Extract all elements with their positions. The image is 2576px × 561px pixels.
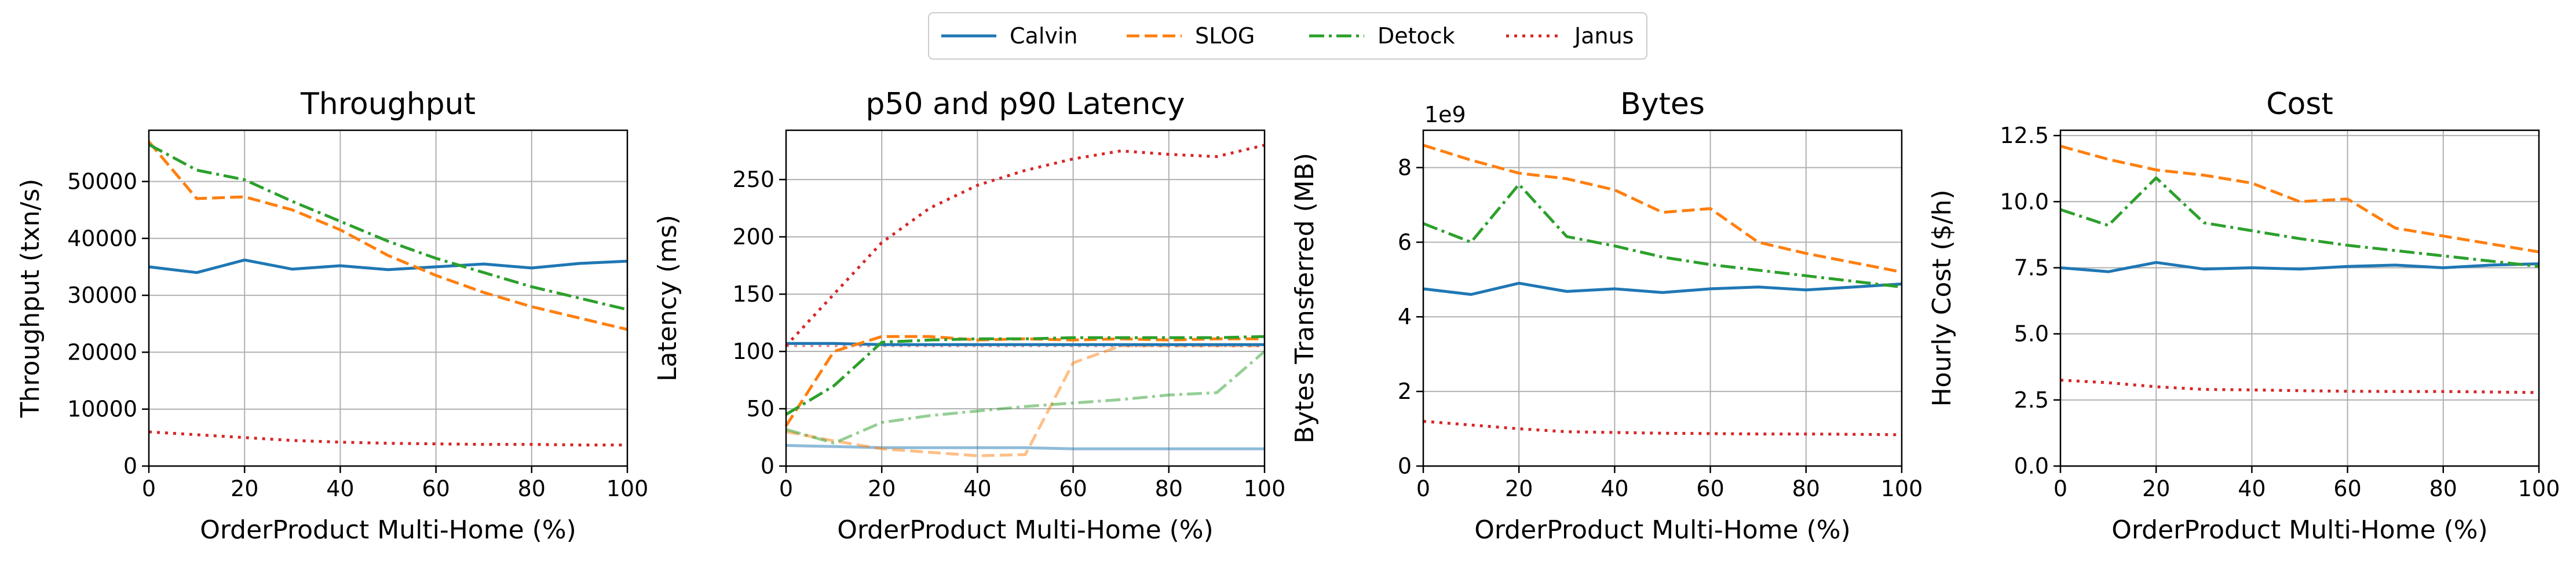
y-tick-label: 10000 (67, 397, 137, 422)
series-line-slog (148, 141, 628, 331)
legend-item-slog: SLOG (1127, 23, 1255, 49)
legend-label-calvin: Calvin (1010, 23, 1078, 49)
y-offset-text: 1e9 (1424, 102, 1466, 127)
plot-frame (1422, 129, 1903, 467)
y-tick-label: 50 (747, 396, 774, 421)
plot-frame (2059, 129, 2540, 467)
x-tick-label: 80 (518, 476, 546, 501)
x-tick-label: 20 (868, 476, 896, 501)
series-line-janus (785, 144, 1265, 347)
x-tick-label: 60 (1059, 476, 1087, 501)
y-tick-label: 0 (1398, 453, 1412, 479)
x-tick-label: 80 (1155, 476, 1183, 501)
x-axis-label: OrderProduct Multi-Home (%) (837, 515, 1214, 545)
y-axis-label: Bytes Transferred (MB) (1290, 153, 1320, 443)
y-tick-label: 0 (761, 453, 774, 479)
x-tick-label: 40 (326, 476, 354, 501)
series-line-detock (1423, 182, 1902, 289)
series-line-detock (148, 143, 628, 311)
x-tick-label: 100 (2518, 476, 2560, 501)
legend-item-calvin: Calvin (941, 23, 1078, 49)
x-tick-label: 40 (963, 476, 991, 501)
series-line-janus (2060, 379, 2540, 394)
y-tick-label: 100 (732, 339, 774, 364)
y-tick-label: 0.0 (2014, 453, 2049, 479)
y-tick-label: 20000 (67, 339, 137, 365)
legend-item-janus: Janus (1506, 23, 1634, 49)
y-tick-label: 30000 (67, 283, 137, 308)
chart-panel-throughput: 0 20 40 60 80 100 0 10000 20000 30000 40000 50000 Th… (16, 87, 648, 545)
x-tick-label: 60 (1696, 476, 1724, 501)
y-tick-label: 4 (1398, 304, 1412, 329)
legend-label-janus: Janus (1573, 23, 1634, 49)
x-tick-label: 60 (422, 476, 450, 501)
series-line-calvin (2060, 261, 2540, 273)
x-tick-label: 0 (779, 476, 793, 501)
y-tick-label: 2 (1398, 379, 1412, 404)
series-line-detock (2060, 176, 2540, 268)
y-tick-label: 12.5 (2000, 123, 2049, 148)
chart-panel-p50-and-p90-latency: 0 20 40 60 80 100 0 50 100 150 200 250 p50 and p90 L… (653, 87, 1285, 545)
y-tick-label: 8 (1398, 155, 1412, 180)
y-axis-label: Latency (ms) (653, 215, 682, 382)
legend-label-slog: SLOG (1195, 23, 1255, 49)
legend-label-detock: Detock (1377, 23, 1455, 49)
series-line-calvin (1423, 281, 1902, 296)
chart-panels: 0 20 40 60 80 10001000020000300004000050000Th… (16, 87, 2560, 545)
series-line-calvin (148, 258, 628, 274)
y-tick-label: 150 (732, 281, 774, 307)
y-tick-label: 5.0 (2014, 321, 2049, 347)
x-tick-label: 60 (2333, 476, 2361, 501)
plot-frame (785, 129, 1266, 467)
y-tick-label: 2.5 (2014, 387, 2049, 413)
legend-item-detock: Detock (1309, 23, 1455, 49)
chart-title: Cost (2266, 87, 2333, 122)
y-tick-label: 250 (732, 167, 774, 192)
x-tick-label: 40 (2238, 476, 2266, 501)
x-tick-label: 0 (1416, 476, 1430, 501)
series-line-janus (148, 430, 627, 447)
y-tick-label: 200 (732, 224, 774, 250)
y-tick-label: 7.5 (2014, 255, 2049, 280)
y-tick-label: 6 (1398, 229, 1412, 255)
x-tick-label: 40 (1601, 476, 1628, 501)
y-tick-label: 10.0 (2000, 189, 2049, 214)
x-tick-label: 20 (231, 476, 258, 501)
chart-title: Bytes (1620, 87, 1705, 122)
series-line-slog (1423, 144, 1902, 274)
y-tick-label: 40000 (67, 226, 137, 251)
series-line-detock (785, 335, 1265, 416)
y-axis-label: Hourly Cost ($/h) (1927, 189, 1957, 406)
series-line-calvin (786, 342, 1265, 346)
chart-title: Throughput (300, 87, 476, 122)
series-line-detock-p50 (785, 350, 1266, 445)
x-tick-label: 100 (1881, 476, 1923, 501)
x-tick-label: 80 (1792, 476, 1820, 501)
x-tick-label: 20 (1505, 476, 1533, 501)
chart-panel-cost: 0 20 40 60 80 100 0.0 2.5 5.0 7.5 10.0 12.5 Cost Orde… (1927, 87, 2560, 545)
x-axis-label: OrderProduct Multi-Home (%) (200, 515, 576, 545)
x-tick-label: 100 (606, 476, 649, 501)
y-tick-label: 0 (123, 453, 137, 479)
x-axis-label: OrderProduct Multi-Home (%) (2111, 515, 2488, 545)
series-line-janus (1423, 420, 1902, 437)
y-axis-label: Throughput (txn/s) (16, 179, 45, 419)
chart-title: p50 and p90 Latency (865, 87, 1185, 122)
legend: Calvin SLOG Detock Janus (928, 12, 1647, 60)
y-tick-label: 50000 (67, 168, 137, 194)
x-tick-label: 0 (142, 476, 156, 501)
x-tick-label: 100 (1244, 476, 1286, 501)
x-axis-label: OrderProduct Multi-Home (%) (1474, 515, 1851, 545)
plot-frame (148, 129, 629, 467)
series-line-slog (2060, 144, 2540, 254)
x-tick-label: 80 (2429, 476, 2457, 501)
chart-panel-bytes: 0 20 40 60 80 100 0 2 4 6 8 1e9 Bytes OrderProduct Mu… (1290, 87, 1923, 545)
x-tick-label: 20 (2142, 476, 2170, 501)
series-line-slog (784, 335, 1265, 427)
legend-frame (928, 12, 1647, 60)
x-tick-label: 0 (2054, 476, 2067, 501)
